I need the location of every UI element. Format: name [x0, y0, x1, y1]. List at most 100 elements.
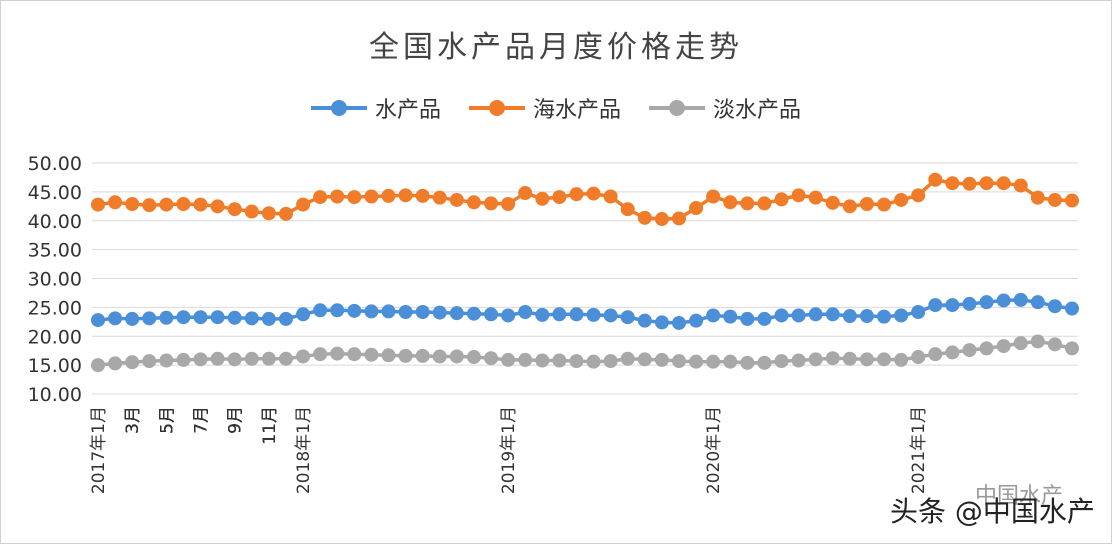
data-point [654, 352, 669, 367]
data-point [176, 352, 191, 367]
data-point [364, 189, 379, 204]
data-point [364, 347, 379, 362]
legend: 水产品 海水产品 淡水产品 [0, 92, 1112, 124]
x-tick-label: 9月 [226, 406, 246, 434]
data-point [808, 352, 823, 367]
legend-item-freshwater: 淡水产品 [649, 92, 801, 124]
y-tick-label: 40.00 [28, 211, 82, 233]
legend-label-aquatic: 水产品 [374, 98, 441, 123]
data-point [569, 354, 584, 369]
data-point [449, 306, 464, 321]
data-point [825, 195, 840, 210]
data-point [484, 307, 499, 322]
data-point [415, 188, 430, 203]
data-point [757, 355, 772, 370]
data-point [774, 308, 789, 323]
data-point [825, 351, 840, 366]
legend-swatch-aquatic [310, 100, 367, 116]
data-point [415, 348, 430, 363]
y-tick-label: 15.00 [28, 355, 82, 377]
data-point [193, 310, 208, 325]
data-point [364, 304, 379, 319]
data-point [108, 356, 123, 371]
data-point [1030, 190, 1045, 205]
x-tick-label: 9月 [226, 406, 246, 434]
x-tick-label: 2019年1月 [499, 406, 519, 494]
data-point [518, 186, 533, 201]
data-point [569, 187, 584, 202]
data-point [689, 354, 704, 369]
data-point [842, 351, 857, 366]
data-point [979, 295, 994, 310]
data-point [842, 309, 857, 324]
data-point [945, 176, 960, 191]
data-point [296, 307, 311, 322]
x-tick-label: 2021年1月 [909, 406, 929, 494]
data-point [535, 191, 550, 206]
data-point [244, 204, 259, 219]
data-point [518, 304, 533, 319]
data-point [979, 341, 994, 356]
watermark-faint: 中国水产 [975, 484, 1064, 509]
x-tick-label: 9月 [226, 406, 246, 434]
data-point [552, 307, 567, 322]
data-point [381, 304, 396, 319]
data-point [706, 354, 721, 369]
watermark: 头条 @中国水产 [890, 495, 1095, 528]
x-tick-label: 5月 [157, 406, 177, 434]
data-point [381, 348, 396, 363]
x-tick-label: 11月 [260, 406, 280, 445]
data-point [637, 313, 652, 328]
data-point [142, 354, 157, 369]
data-point [962, 343, 977, 358]
data-point [330, 189, 345, 204]
data-point [296, 197, 311, 212]
data-point [1013, 292, 1028, 307]
y-tick-label: 45.00 [28, 182, 82, 204]
x-tick-label: 2020年1月 [704, 406, 724, 494]
data-point [1013, 178, 1028, 193]
data-point [484, 196, 499, 211]
x-tick-label: 9月 [226, 406, 246, 434]
data-point [603, 189, 618, 204]
legend-label-freshwater: 淡水产品 [713, 98, 802, 123]
data-point [1030, 295, 1045, 310]
data-point [193, 197, 208, 212]
data-point [791, 188, 806, 203]
data-point [313, 303, 328, 318]
data-point [91, 358, 105, 373]
x-tick-label: 3月 [123, 406, 143, 434]
data-point [261, 311, 276, 326]
legend-item-seawater: 海水产品 [468, 92, 621, 124]
data-point [877, 197, 892, 212]
data-point [261, 351, 276, 366]
data-point [313, 190, 328, 205]
data-point [928, 172, 943, 187]
data-point [1047, 337, 1062, 352]
data-point [159, 197, 174, 212]
data-point [1047, 192, 1062, 207]
data-point [637, 352, 652, 367]
data-point [911, 304, 926, 319]
x-tick-label: 2017年1月 [89, 406, 109, 494]
data-point [791, 308, 806, 323]
data-point [859, 309, 874, 324]
data-point [108, 311, 123, 326]
data-point [808, 307, 823, 322]
data-point [740, 311, 755, 326]
data-point [757, 196, 772, 211]
data-point [398, 348, 413, 363]
data-point [996, 293, 1011, 308]
data-point [330, 346, 345, 361]
chart-title: 全国水产品月度价格走势 [369, 30, 743, 65]
data-point [671, 354, 686, 369]
data-point [911, 350, 926, 365]
data-point [552, 190, 567, 205]
y-tick-label: 20.00 [28, 326, 82, 348]
x-tick-label: 7月 [192, 406, 212, 434]
data-point [928, 347, 943, 362]
data-point [620, 310, 635, 325]
data-point [706, 189, 721, 204]
data-point [91, 197, 105, 212]
data-point [125, 197, 140, 212]
